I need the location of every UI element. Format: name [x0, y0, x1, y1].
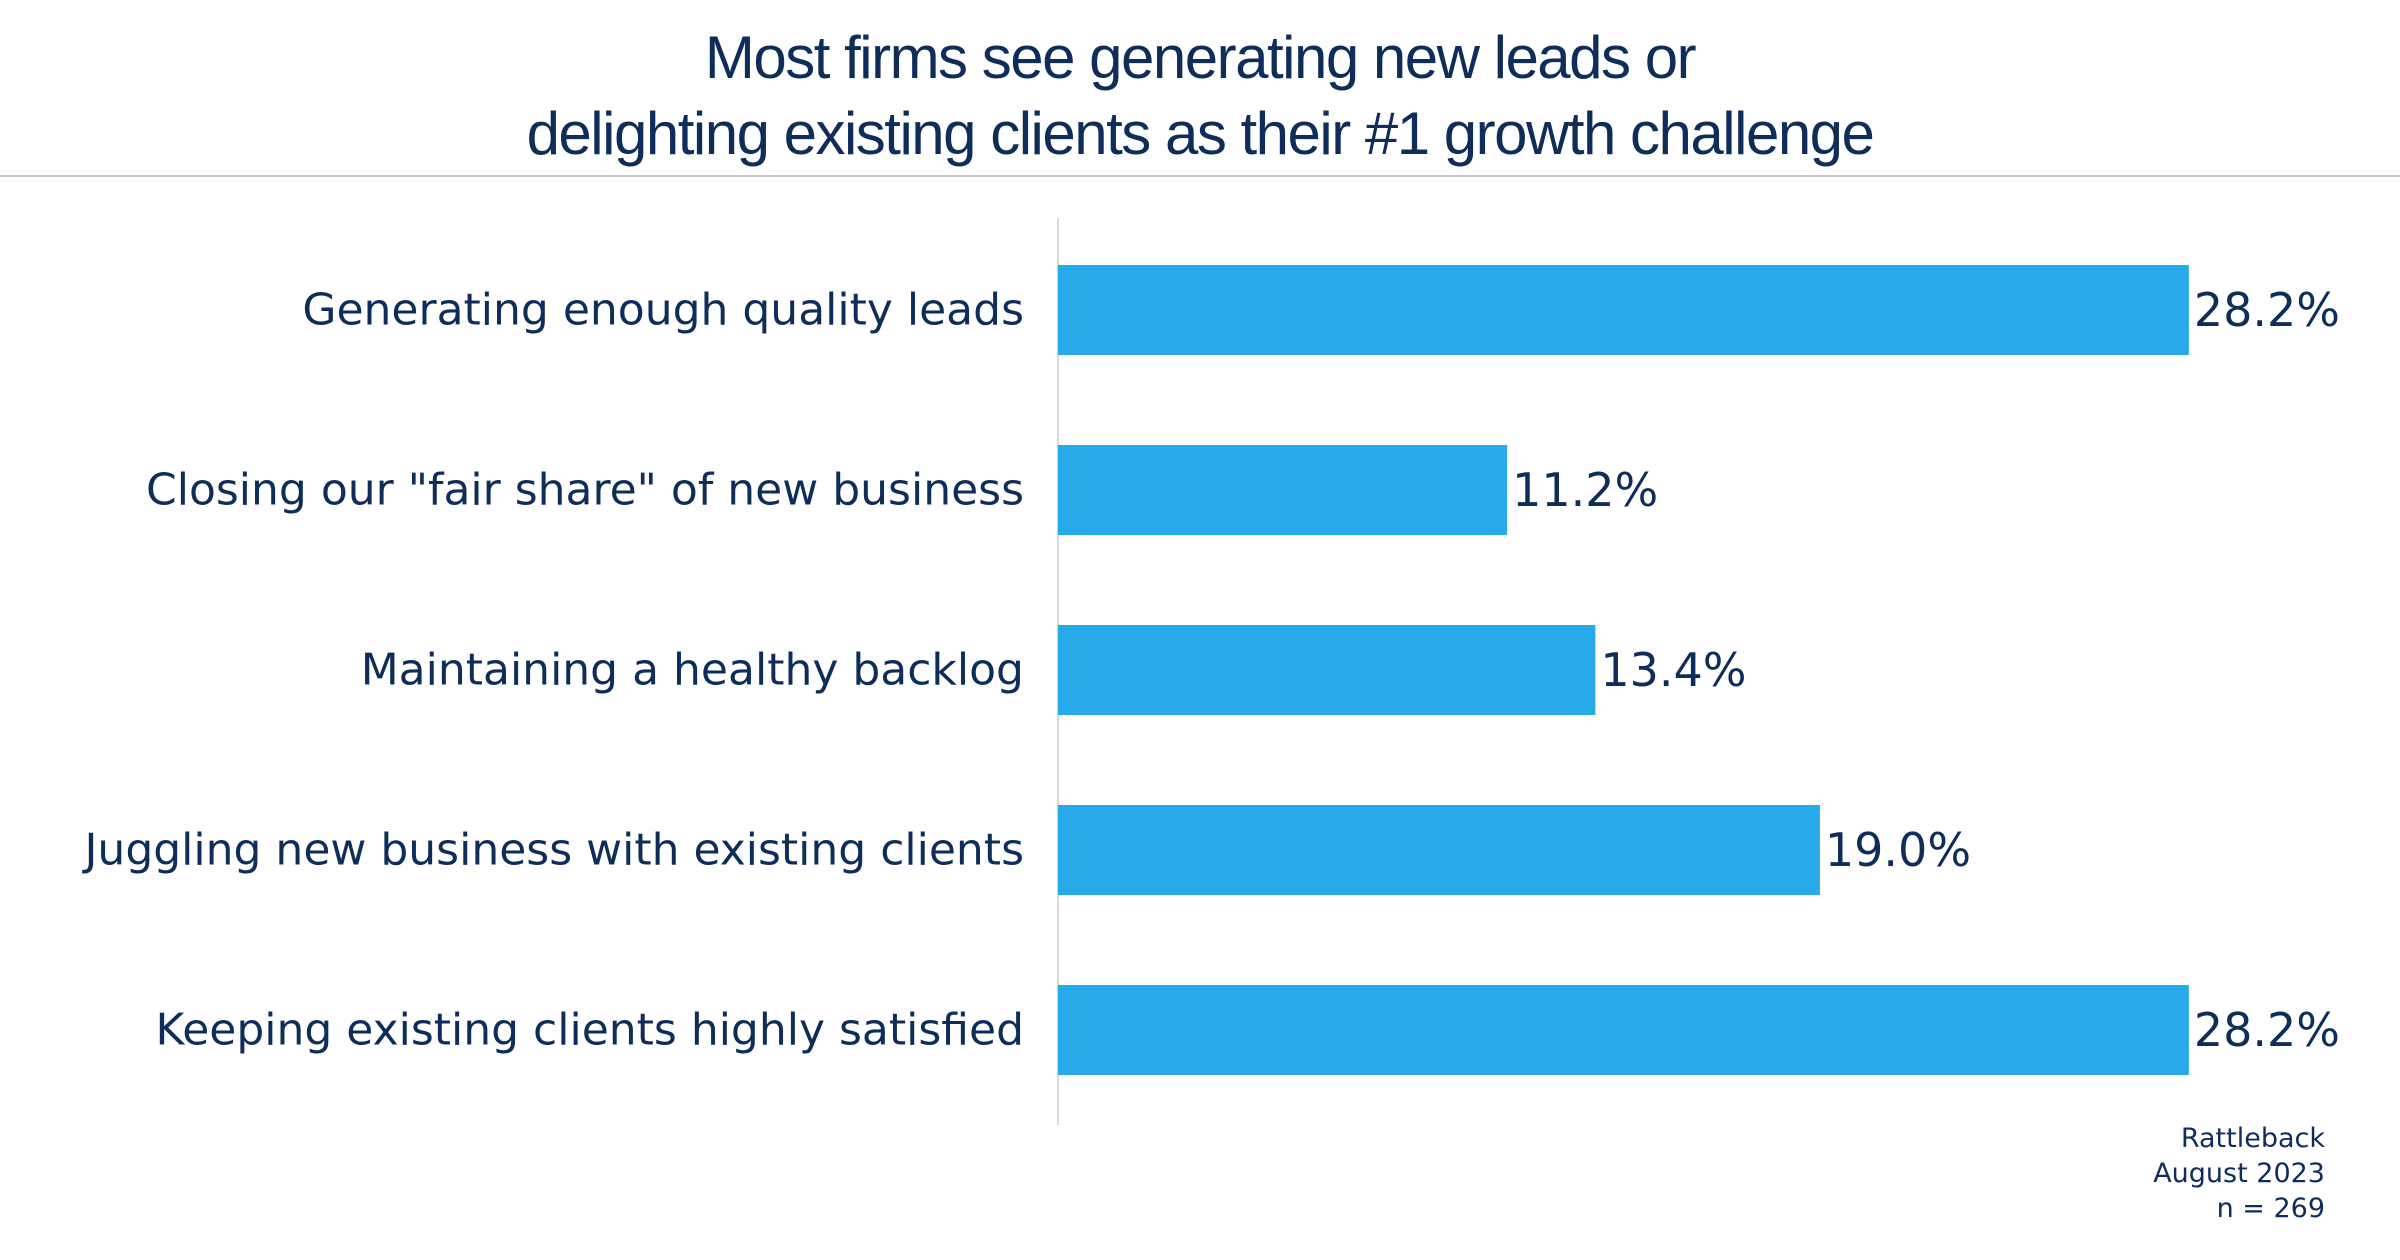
category-labels-group: Generating enough quality leads Closing o… — [81, 285, 1024, 1056]
sample-size: n = 269 — [2216, 1193, 2325, 1224]
chart-title-line-1: Most firms see generating new leads or — [704, 24, 1697, 91]
category-label-3: Maintaining a healthy backlog — [361, 645, 1024, 696]
value-label-1: 28.2% — [2194, 283, 2340, 337]
source-date: August 2023 — [2153, 1158, 2325, 1189]
category-label-4: Juggling new business with existing clie… — [81, 825, 1024, 876]
bar-4 — [1058, 805, 1820, 895]
bars-group — [1058, 265, 2189, 1075]
value-label-4: 19.0% — [1825, 823, 1971, 877]
chart-title-line-2: delighting existing clients as their #1 … — [526, 100, 1875, 167]
bar-1 — [1058, 265, 2189, 355]
value-label-3: 13.4% — [1600, 643, 1746, 697]
value-label-2: 11.2% — [1512, 463, 1658, 517]
bar-2 — [1058, 445, 1508, 535]
category-label-2: Closing our "fair share" of new business — [146, 465, 1024, 516]
bar-3 — [1058, 625, 1596, 715]
bar-5 — [1058, 985, 2189, 1075]
category-label-1: Generating enough quality leads — [302, 285, 1024, 336]
source-note: Rattleback August 2023 n = 269 — [2153, 1121, 2325, 1226]
chart-title: Most firms see generating new leads or d… — [0, 0, 2400, 175]
value-labels-group: 28.2% 11.2% 13.4% 19.0% 28.2% — [1512, 283, 2340, 1057]
source-name: Rattleback — [2180, 1123, 2325, 1154]
value-label-5: 28.2% — [2194, 1003, 2340, 1057]
category-label-5: Keeping existing clients highly satisfie… — [156, 1005, 1024, 1056]
title-divider — [0, 175, 2400, 177]
